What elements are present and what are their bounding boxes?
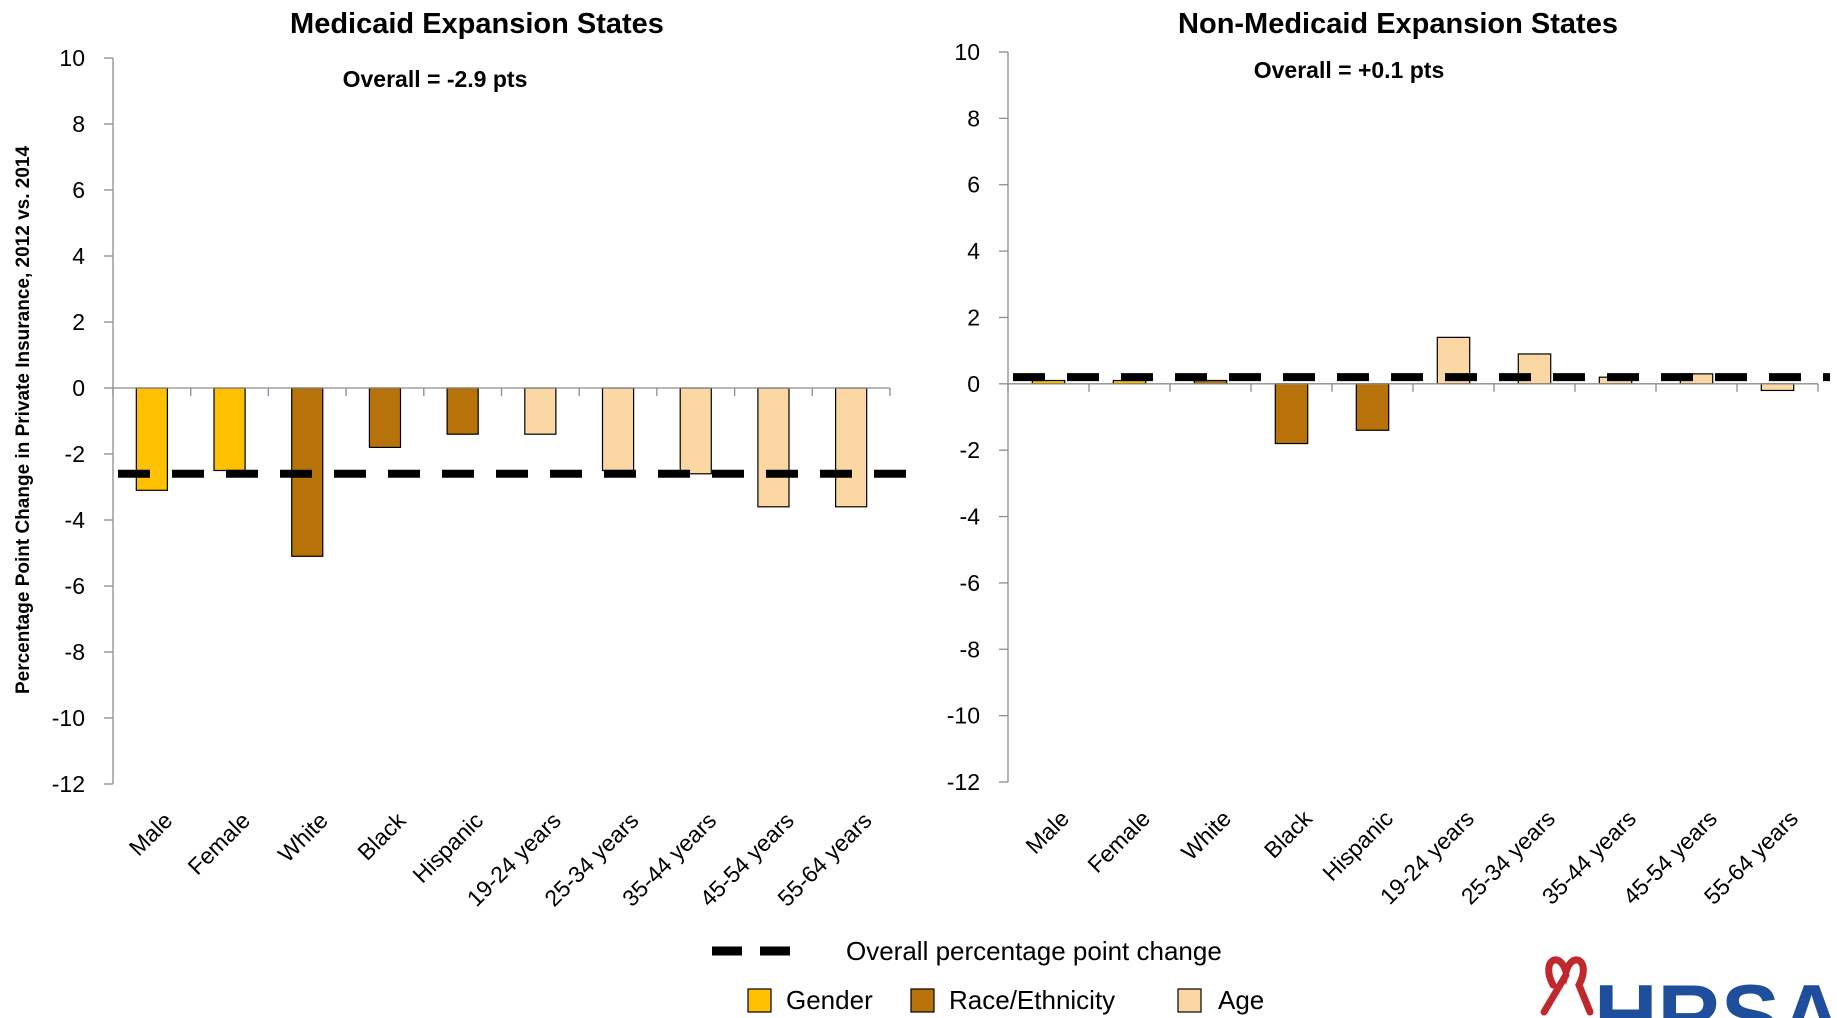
y-tick-label: -8 [960,636,980,662]
y-tick-label: 0 [967,371,980,397]
y-tick-label: -12 [52,771,85,797]
y-tick-label: -12 [947,769,980,795]
x-tick-label: White [1176,805,1236,865]
chart-title-medicaid-expansion: Medicaid Expansion States [290,8,664,40]
y-tick-label: -8 [65,639,85,665]
y-tick-label: 8 [967,105,980,131]
x-tick-label: Black [1259,805,1318,864]
x-tick-label: Female [182,807,255,880]
chart-medicaid-expansion: Medicaid Expansion States Overall = -2.9… [52,8,920,911]
y-tick-label: 6 [72,177,85,203]
y-tick-label: -10 [52,705,85,731]
x-tick-label: Hispanic [407,807,488,888]
x-tick-label: Hispanic [1317,805,1398,886]
legend-overall-label: Overall percentage point change [846,936,1222,966]
bars-non-medicaid-expansion [1013,336,1830,445]
y-tick-label: -6 [960,570,980,596]
legend-gender-label: Gender [786,985,873,1015]
legend-age-label: Age [1218,985,1264,1015]
y-tick-label: 4 [967,238,980,264]
bar-hispanic [1355,383,1390,431]
ribbon-icon [1540,956,1594,1016]
chart-title-non-medicaid-expansion: Non-Medicaid Expansion States [1178,8,1618,40]
legend: Overall percentage point change Gender R… [712,936,1264,1015]
overall-annotation-non-medicaid-expansion: Overall = +0.1 pts [1254,57,1445,83]
bar-25-34-years [601,387,635,472]
y-tick-label: -2 [960,437,980,463]
bar-35-44-years [679,387,712,475]
overall-annotation-medicaid-expansion: Overall = -2.9 pts [343,66,528,92]
legend-gender-swatch [747,988,772,1013]
bar-45-54-years [757,387,790,508]
bar-55-64-years [835,387,868,508]
y-tick-label: 4 [72,243,85,269]
legend-age-swatch [1177,988,1202,1013]
x-tick-label: Male [124,807,178,861]
bar-55-64-years [1760,383,1795,392]
y-tick-label: 2 [967,304,980,330]
legend-race-label: Race/Ethnicity [949,985,1115,1015]
axes-non-medicaid-expansion: 10 8 6 4 2 0 -2 -4 -6 -8 -10 -12 Male Female White Blac… [947,39,1819,909]
chart-non-medicaid-expansion: Non-Medicaid Expansion States Overall = … [947,8,1830,909]
y-tick-label: 0 [72,375,85,401]
x-tick-label: Male [1020,805,1074,859]
bar-black [1274,383,1309,445]
x-tick-label: Female [1082,805,1155,878]
bar-black [368,387,402,449]
y-tick-label: -4 [960,504,981,530]
x-tick-label: White [273,807,333,867]
y-tick-label: 8 [72,111,85,137]
y-tick-label: 2 [72,309,85,335]
bars-medicaid-expansion [118,387,920,557]
y-axis-label: Percentage Point Change in Private Insur… [13,146,34,695]
y-tick-label: 10 [954,39,980,65]
y-tick-label: 6 [967,172,980,198]
y-tick-label: -6 [65,573,85,599]
bar-female [213,387,246,472]
bar-19-24-years [524,387,557,435]
y-tick-label: 10 [59,45,85,71]
legend-race-swatch [910,988,935,1013]
logo-wordmark: HRSA [1594,966,1837,1018]
y-tick-label: -10 [947,703,980,729]
y-tick-label: -2 [65,441,85,467]
bar-hispanic [446,387,479,435]
x-tick-label: Black [352,807,411,866]
y-tick-label: -4 [65,507,86,533]
hrsa-logo: HRSA [1540,956,1837,1018]
